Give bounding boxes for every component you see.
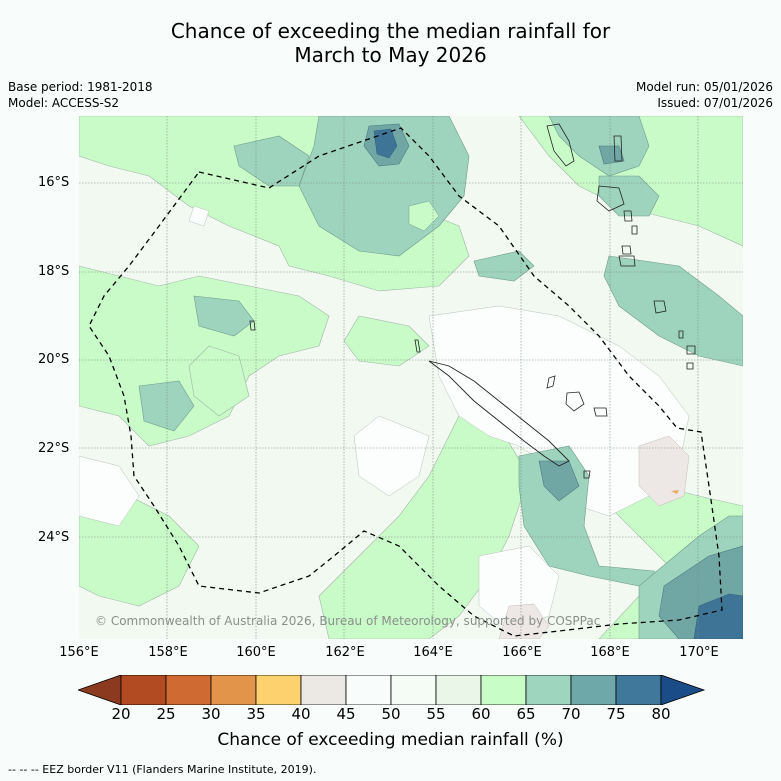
map-canvas [79,116,743,639]
issued-date: Issued: 07/01/2026 [657,96,773,110]
colorbar-tick-label: 65 [516,705,536,723]
model-run: Model run: 05/01/2026 [635,80,773,94]
small-islands [249,320,694,370]
colorbar-cell [615,675,662,705]
colorbar-tick-label: 40 [291,705,311,723]
vanuatu-islands [546,123,696,355]
meta-left: Base period: 1981-2018 Model: ACCESS-S2 [8,79,153,111]
lat-label-22s: 22°S [38,441,70,456]
colorbar-cell [165,675,212,705]
meta-right: Model run: 05/01/2026 Issued: 07/01/2026 [636,79,773,111]
eez-border [88,127,723,637]
eez-legend-note: -- -- -- EEZ border V11 (Flanders Marine… [8,763,317,776]
contour-hole [408,200,440,232]
colorbar-cell [255,675,302,705]
colorbar-tick-label: 70 [561,705,581,723]
island-mare [593,407,608,417]
island-belep [414,339,421,353]
title-line-2: March to May 2026 [294,43,487,67]
lon-label-166e: 166°E [502,645,542,660]
map-title: Chance of exceeding the median rainfall … [0,19,781,67]
colorbar-cell [480,675,527,705]
island-isle-of-pines [583,470,591,479]
lat-label-16s: 16°S [38,175,70,190]
base-period: Base period: 1981-2018 [8,80,153,94]
colorbar-cell [390,675,437,705]
colorbar-tick-label: 60 [471,705,491,723]
colorbar-extend-high [660,675,706,705]
lon-label-170e: 170°E [679,645,719,660]
lon-label-162e: 162°E [325,645,365,660]
colorbar-tick-label: 50 [381,705,401,723]
colorbar-cell [120,675,167,705]
orange-speck [671,490,679,494]
colorbar-title: Chance of exceeding median rainfall (%) [217,730,564,750]
island-lifou [565,391,585,412]
lon-label-156e: 156°E [59,645,99,660]
colorbar-cell [570,675,617,705]
lat-label-24s: 24°S [38,530,70,545]
colorbar-tick-label: 25 [156,705,176,723]
colorbar-tick-label: 55 [426,705,446,723]
colorbar [78,675,706,705]
colorbar-cell [300,675,347,705]
colorbar-extend-low [78,675,122,705]
contour-75-80 [373,128,743,639]
colorbar-tick-label: 45 [336,705,356,723]
colorbar-tick-label: 75 [606,705,626,723]
contour-50-55 [79,205,690,632]
colorbar-cell [210,675,257,705]
colorbar-tick-label: 80 [651,705,671,723]
colorbar-tick-label: 35 [246,705,266,723]
model-name: Model: ACCESS-S2 [8,96,120,110]
island-grande-terre [428,360,570,467]
copyright-notice: © Commonwealth of Australia 2026, Bureau… [95,614,601,628]
lon-label-168e: 168°E [590,645,630,660]
colorbar-tick-label: 20 [111,705,131,723]
rainfall-map [79,116,743,639]
lat-label-20s: 20°S [38,352,70,367]
island-ouvea [546,375,556,389]
lon-label-164e: 164°E [413,645,453,660]
colorbar-cell [525,675,572,705]
lat-label-18s: 18°S [38,264,70,279]
colorbar-cell [435,675,482,705]
graticule [79,116,743,639]
lon-label-160e: 160°E [236,645,276,660]
colorbar-tick-label: 30 [201,705,221,723]
title-line-1: Chance of exceeding the median rainfall … [170,19,611,43]
colorbar-cell [345,675,392,705]
lon-label-158e: 158°E [148,645,188,660]
colorbar-cells [78,675,706,705]
contour-45-50 [498,435,690,639]
